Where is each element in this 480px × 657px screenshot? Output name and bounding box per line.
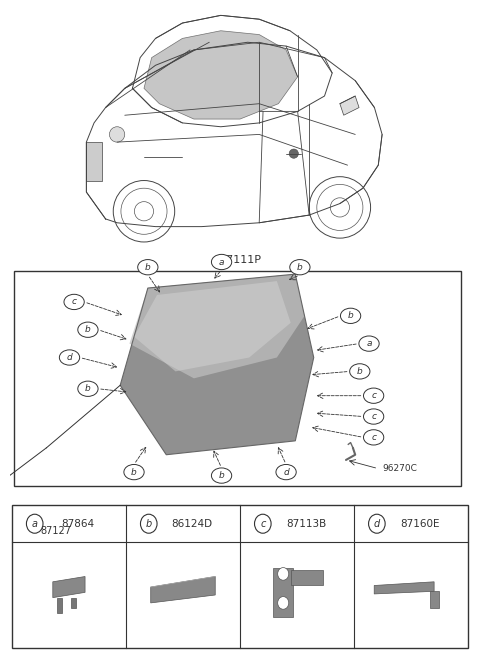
Text: 87111P: 87111P: [219, 256, 261, 265]
Text: a: a: [219, 258, 224, 267]
Polygon shape: [71, 598, 76, 608]
FancyBboxPatch shape: [273, 568, 293, 617]
Text: c: c: [260, 519, 265, 529]
Polygon shape: [374, 582, 434, 594]
Polygon shape: [430, 591, 439, 608]
Circle shape: [277, 597, 289, 609]
Circle shape: [78, 381, 98, 396]
Text: d: d: [374, 519, 380, 529]
Circle shape: [64, 294, 84, 309]
Polygon shape: [151, 577, 215, 603]
Text: 87127: 87127: [40, 526, 71, 536]
Text: b: b: [357, 367, 363, 376]
FancyBboxPatch shape: [291, 570, 324, 585]
Text: c: c: [371, 412, 376, 421]
Polygon shape: [134, 281, 291, 371]
Circle shape: [340, 308, 361, 323]
Circle shape: [359, 336, 379, 351]
Text: b: b: [131, 468, 137, 476]
Circle shape: [289, 149, 299, 158]
Text: b: b: [85, 325, 91, 334]
Polygon shape: [340, 96, 359, 115]
Text: b: b: [145, 519, 152, 529]
Polygon shape: [86, 142, 102, 181]
Circle shape: [363, 430, 384, 445]
Circle shape: [211, 254, 232, 269]
Circle shape: [254, 514, 271, 533]
Circle shape: [26, 514, 43, 533]
Polygon shape: [120, 274, 314, 455]
Circle shape: [363, 388, 384, 403]
Circle shape: [78, 322, 98, 337]
Circle shape: [363, 409, 384, 424]
Circle shape: [276, 464, 296, 480]
Text: 87113B: 87113B: [286, 519, 326, 529]
Text: d: d: [283, 468, 289, 476]
Text: b: b: [297, 263, 303, 272]
Polygon shape: [130, 274, 304, 378]
Text: c: c: [371, 433, 376, 442]
Circle shape: [211, 468, 232, 483]
Circle shape: [124, 464, 144, 480]
Circle shape: [349, 364, 370, 379]
Text: c: c: [72, 298, 77, 306]
Text: b: b: [145, 263, 151, 272]
Circle shape: [290, 260, 310, 275]
Text: d: d: [67, 353, 72, 362]
Circle shape: [277, 568, 289, 580]
Text: 86124D: 86124D: [171, 519, 213, 529]
Circle shape: [138, 260, 158, 275]
Text: c: c: [371, 391, 376, 400]
Text: b: b: [85, 384, 91, 394]
Circle shape: [369, 514, 385, 533]
Circle shape: [109, 127, 125, 142]
Circle shape: [141, 514, 157, 533]
Text: b: b: [348, 311, 353, 321]
Text: a: a: [32, 519, 38, 529]
Text: 87864: 87864: [61, 519, 95, 529]
Polygon shape: [58, 598, 62, 614]
Text: 96270C: 96270C: [383, 464, 418, 473]
Text: a: a: [366, 339, 372, 348]
Polygon shape: [53, 577, 85, 598]
Text: b: b: [219, 471, 225, 480]
Circle shape: [60, 350, 80, 365]
Polygon shape: [144, 31, 298, 119]
Text: 87160E: 87160E: [400, 519, 440, 529]
